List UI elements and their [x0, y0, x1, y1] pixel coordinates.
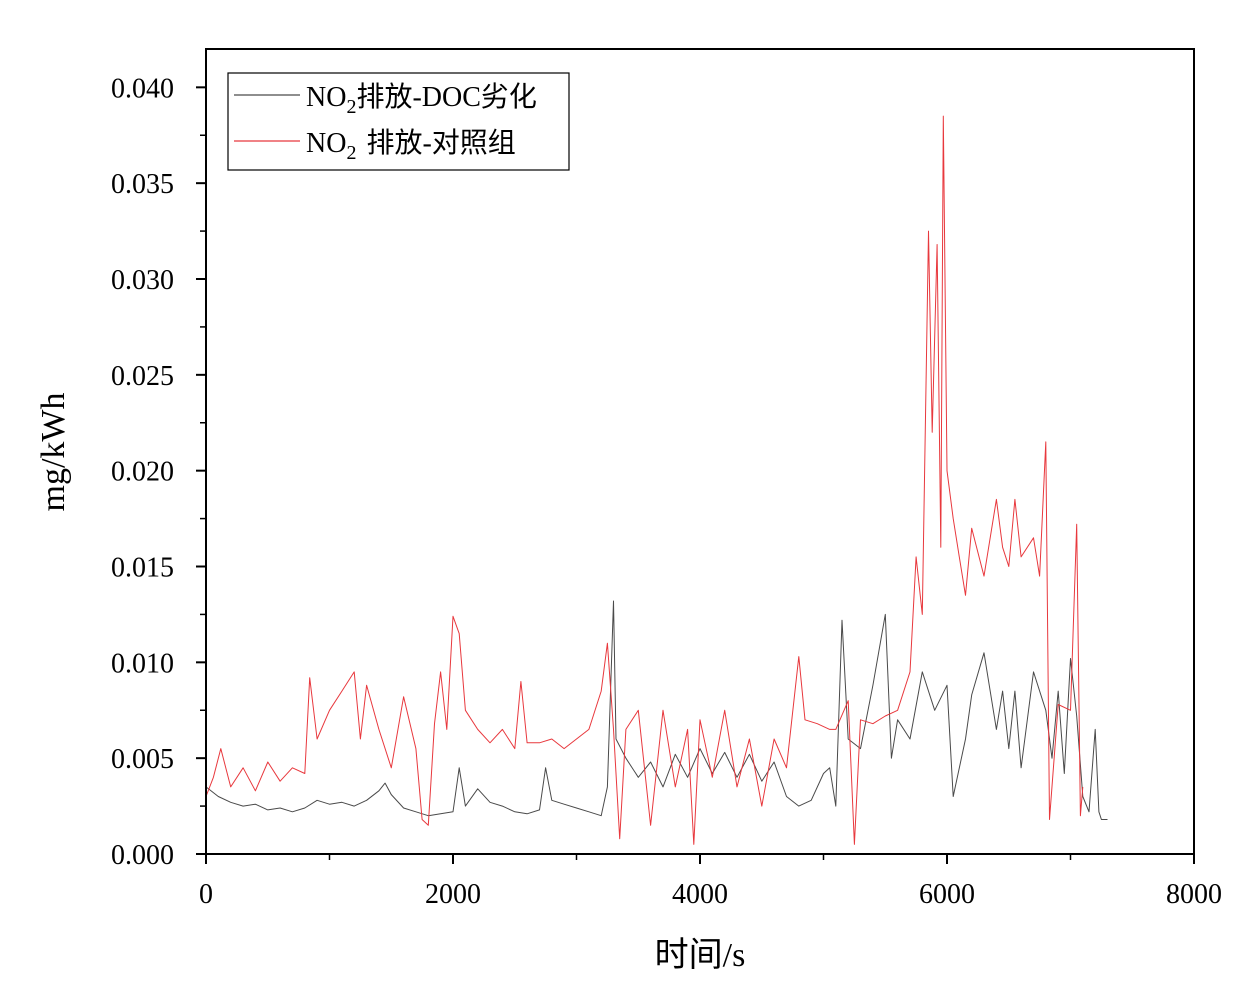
x-axis-title: 时间/s [655, 937, 746, 974]
x-tick-label: 4000 [672, 879, 728, 910]
y-axis-title: mg/kWh [35, 393, 72, 512]
legend-box [227, 72, 570, 171]
x-tick-label: 6000 [919, 879, 975, 910]
legend-prefix-doc: NO [306, 82, 346, 113]
legend-subscript-control: 2 [346, 142, 356, 164]
y-tick-label: 0.015 [111, 553, 174, 584]
y-tick-label: 0.035 [111, 169, 174, 200]
y-tick-label: 0.005 [111, 744, 174, 775]
y-tick-label: 0.030 [111, 265, 174, 296]
series-layer [205, 115, 1108, 845]
y-tick-label: 0.025 [111, 361, 174, 392]
y-tick-label: 0.040 [111, 73, 174, 104]
x-axis: 0 2000 4000 6000 8000 [199, 854, 1222, 910]
y-tick-label: 0.020 [111, 457, 174, 488]
x-tick-label: 0 [199, 879, 213, 910]
legend-subscript-doc: 2 [346, 96, 356, 118]
legend-label-control: NO2 排放-对照组 [306, 127, 516, 164]
y-tick-label: 0.000 [111, 840, 174, 871]
series-line-0 [205, 600, 1108, 820]
legend-name-doc: 排放-DOC劣化 [356, 81, 536, 113]
y-tick-label: 0.010 [111, 648, 174, 679]
series-line-1 [205, 115, 1084, 845]
y-axis: 0.000 0.005 0.010 0.015 0.020 0.025 0.030 0.035… [111, 73, 206, 871]
legend-name-control: 排放-对照组 [366, 127, 515, 159]
x-tick-label: 2000 [425, 879, 481, 910]
legend-prefix-control: NO [306, 128, 346, 159]
x-tick-label: 8000 [1166, 879, 1222, 910]
legend: NO2排放-DOC劣化 NO2 排放-对照组 [227, 72, 570, 171]
legend-label-doc: NO2排放-DOC劣化 [306, 81, 537, 118]
